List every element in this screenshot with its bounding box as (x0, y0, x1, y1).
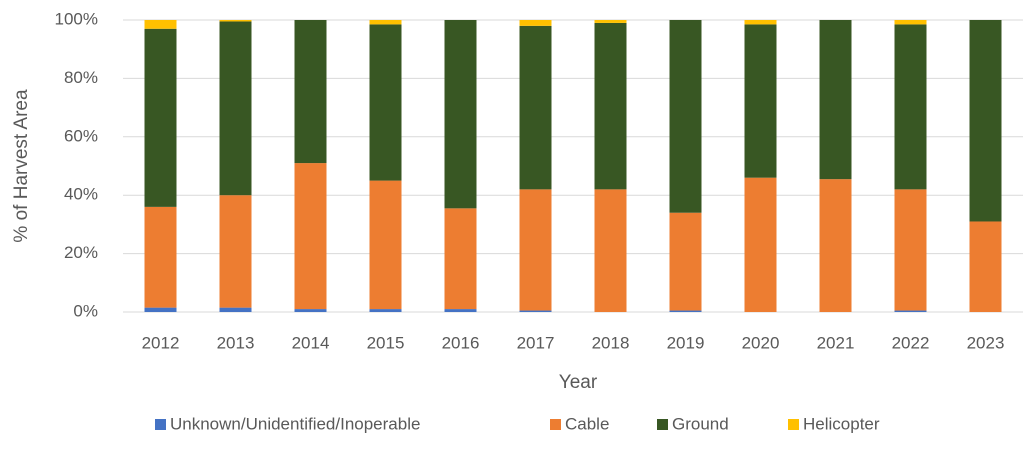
bar-segment (969, 20, 1002, 222)
bar-segment (894, 310, 927, 312)
bar-segment (894, 24, 927, 190)
bar-segment (669, 20, 702, 213)
bar-segment (144, 307, 177, 312)
x-tick-label: 2019 (667, 333, 705, 352)
y-tick-label: 60% (64, 126, 98, 145)
x-tick-label: 2023 (967, 333, 1005, 352)
bar-segment (369, 309, 402, 312)
y-tick-label: 80% (64, 68, 98, 87)
bar-segment (294, 163, 327, 310)
bar-segment (219, 307, 252, 312)
bar-segment (519, 25, 552, 190)
legend-swatch (155, 419, 166, 430)
x-tick-label: 2015 (367, 333, 405, 352)
bar-segment (219, 20, 252, 22)
bar-segment (444, 208, 477, 310)
bar-segment (519, 310, 552, 312)
y-tick-label: 0% (73, 301, 98, 320)
x-tick-label: 2020 (742, 333, 780, 352)
bar-segment (144, 206, 177, 308)
x-tick-label: 2021 (817, 333, 855, 352)
bar-segment (894, 20, 927, 25)
x-tick-label: 2017 (517, 333, 555, 352)
bar-segment (294, 309, 327, 312)
x-tick-label: 2014 (292, 333, 330, 352)
bar-segment (744, 20, 777, 25)
bar-segment (369, 180, 402, 310)
bar-segment (594, 189, 627, 312)
bar-segment (519, 189, 552, 311)
bar-segment (144, 20, 177, 29)
bar-segment (519, 20, 552, 26)
y-tick-label: 100% (55, 9, 98, 28)
bar-segment (669, 212, 702, 311)
x-tick-label: 2012 (142, 333, 180, 352)
bar-segment (294, 20, 327, 164)
bar-segment (369, 24, 402, 181)
x-tick-label: 2013 (217, 333, 255, 352)
bar-segment (669, 310, 702, 312)
bar-segment (594, 20, 627, 23)
x-tick-label: 2022 (892, 333, 930, 352)
bar-segment (444, 20, 477, 209)
bar-segment (894, 189, 927, 311)
legend-swatch (657, 419, 668, 430)
legend-swatch (550, 419, 561, 430)
legend-label: Cable (565, 414, 609, 433)
x-axis-title: Year (559, 372, 598, 393)
legend-label: Unknown/Unidentified/Inoperable (170, 414, 420, 433)
bar-segment (594, 22, 627, 190)
bar-segment (969, 221, 1002, 312)
y-axis-title: % of Harvest Area (11, 89, 32, 243)
legend-label: Helicopter (803, 414, 880, 433)
legend-label: Ground (672, 414, 729, 433)
bar-segment (369, 20, 402, 25)
bar-segment (144, 28, 177, 207)
bar-segment (744, 24, 777, 178)
bar-segment (819, 20, 852, 180)
bar-segment (444, 309, 477, 312)
bar-segment (819, 179, 852, 312)
bar-segment (219, 195, 252, 308)
y-tick-label: 20% (64, 243, 98, 262)
legend-swatch (788, 419, 799, 430)
x-tick-label: 2018 (592, 333, 630, 352)
y-tick-label: 40% (64, 185, 98, 204)
x-tick-label: 2016 (442, 333, 480, 352)
bar-segment (219, 21, 252, 196)
bar-segment (744, 177, 777, 312)
